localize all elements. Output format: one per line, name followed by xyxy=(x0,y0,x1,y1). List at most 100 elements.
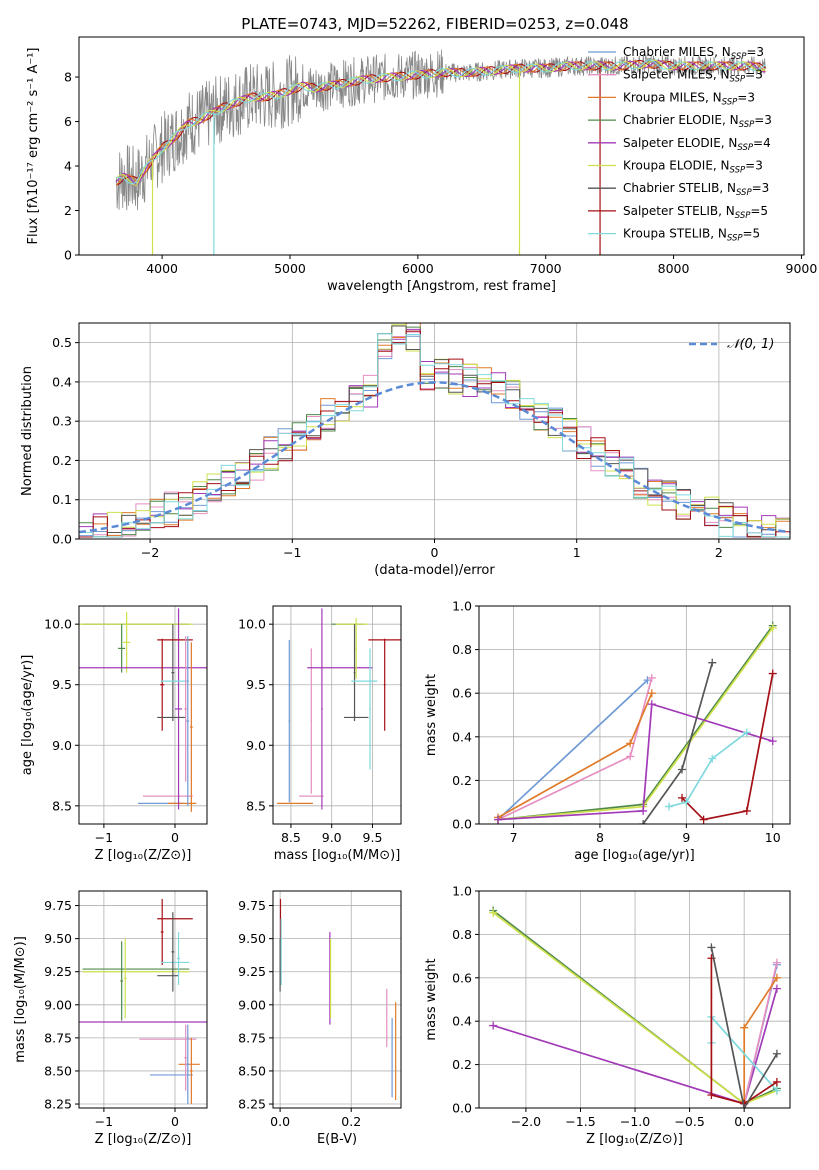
plus-marker xyxy=(768,623,777,632)
mass-vs-extinction-plot: 0.0 0.2 8.25 8.50 8.75 9.00 9.25 9.50 9.75 E(B-V) xyxy=(238,890,402,1147)
y-tick-label: 8.5 xyxy=(246,798,266,813)
legend-count: =3 xyxy=(745,68,763,82)
x-tick-label: −0.5 xyxy=(674,1114,704,1129)
legend-entry: Chabrier MILES, NSSP=3 xyxy=(623,45,764,62)
plus-marker xyxy=(772,1077,781,1086)
plus-marker xyxy=(740,1104,749,1108)
y-tick-label: 0.2 xyxy=(452,773,472,788)
plus-marker xyxy=(772,1049,781,1058)
legend-entry: Kroupa STELIB, NSSP=5 xyxy=(623,227,760,244)
series-line xyxy=(497,625,774,821)
y-tick-label: 8.25 xyxy=(238,1097,266,1112)
y-tick-label: 9.0 xyxy=(52,738,72,753)
y-tick-label: 9.75 xyxy=(238,898,266,913)
mass-weight-vs-age-plot: 7 8 9 10 0.0 0.2 0.4 0.6 0.8 1.0 age [log₁₀(age/yr… xyxy=(424,599,791,863)
plus-marker xyxy=(639,820,648,824)
plus-marker xyxy=(639,806,648,815)
axes-frame xyxy=(78,36,805,256)
residuals-histogram: −2 −1 0 1 2 0.0 0.1 0.2 0.3 0.4 0.5 (data-model)/er… xyxy=(20,322,791,578)
x-tick-label: 8 xyxy=(596,830,604,845)
grid-lines xyxy=(273,606,401,824)
y-tick-label: 0.4 xyxy=(452,1014,472,1029)
x-tick-label: −2 xyxy=(141,545,159,560)
plus-marker xyxy=(665,802,674,811)
plot-area xyxy=(79,323,790,538)
plus-marker xyxy=(707,943,716,952)
age-vs-mass-plot: 8.5 9.0 9.5 8.5 9.0 9.5 10.0 mass [log₁₀(M/M⊙)] xyxy=(238,605,402,863)
legend-subscript: SSP xyxy=(731,52,747,62)
x-tick-label: 0 xyxy=(431,545,439,560)
plot-area xyxy=(79,898,207,1105)
series-line xyxy=(710,958,778,1105)
plus-marker xyxy=(489,1021,498,1030)
legend-text: Chabrier MILES, N xyxy=(623,45,731,59)
legend-entry: Salpeter MILES, NSSP=3 xyxy=(623,68,763,85)
plus-marker xyxy=(647,673,656,682)
axes-frame xyxy=(78,605,208,825)
y-tick-label: 8.25 xyxy=(44,1097,72,1112)
y-tick-label: 0.3 xyxy=(52,414,72,429)
y-axis-label: Normed distribution xyxy=(20,366,35,496)
plus-marker xyxy=(708,658,717,667)
y-tick-label: 9.00 xyxy=(238,997,266,1012)
x-tick-label: 10 xyxy=(765,830,781,845)
x-axis-label: Z [log₁₀(Z/Z⊙)] xyxy=(586,1132,683,1147)
legend-subscript: SSP xyxy=(735,211,751,221)
x-tick-label: −1 xyxy=(283,545,301,560)
x-axis-label: (data-model)/error xyxy=(374,563,495,578)
y-tick-label: 0.2 xyxy=(52,453,72,468)
x-tick-label: 0.2 xyxy=(341,1114,361,1129)
y-tick-label: 10.0 xyxy=(44,617,72,632)
legend-count: =3 xyxy=(754,113,772,127)
y-tick-label: 8.75 xyxy=(238,1030,266,1045)
y-tick-label: 0.0 xyxy=(452,1101,472,1116)
plus-marker xyxy=(772,1086,781,1095)
axes-frame xyxy=(478,605,791,825)
x-axis-label: Z [log₁₀(Z/Z⊙)] xyxy=(95,1132,192,1147)
x-axis-label: age [log₁₀(age/yr)] xyxy=(574,848,695,863)
y-axis-label: mass [log₁₀(M/M⊙)] xyxy=(13,936,28,1063)
series-line xyxy=(710,947,778,1108)
plot-area xyxy=(277,608,401,810)
legend-subscript: SSP xyxy=(727,234,743,244)
legend-entry: Kroupa ELODIE, NSSP=3 xyxy=(623,159,763,176)
histogram-step-line xyxy=(79,333,790,538)
legend-count: =3 xyxy=(745,159,763,173)
mass-weight-vs-metallicity-plot: −2.0 −1.5 −1.0 −0.5 0.0 0.0 0.2 0.4 0.6 0.8 1.0 Z [… xyxy=(424,884,791,1147)
plus-marker xyxy=(772,984,781,993)
plus-marker xyxy=(643,676,652,685)
series-line xyxy=(668,731,748,808)
x-tick-label: 1 xyxy=(573,545,581,560)
y-axis-label: mass weight xyxy=(424,674,439,756)
plus-marker xyxy=(678,793,687,802)
y-tick-label: 1.0 xyxy=(452,884,472,899)
legend-text: Salpeter ELODIE, N xyxy=(623,136,737,150)
plus-marker xyxy=(682,798,691,807)
x-tick-label: 0.0 xyxy=(734,1114,754,1129)
x-tick-label: −1.5 xyxy=(565,1114,595,1129)
legend-subscript: SSP xyxy=(737,143,753,153)
normal-distribution-curve xyxy=(79,381,790,534)
y-tick-label: 0.6 xyxy=(452,686,472,701)
figure-title: PLATE=0743, MJD=52262, FIBERID=0253, z=0… xyxy=(241,15,628,33)
y-tick-label: 0.8 xyxy=(452,927,472,942)
y-tick-label: 9.75 xyxy=(44,898,72,913)
y-tick-label: 0.4 xyxy=(452,729,472,744)
legend-text: 𝒩(0, 1) xyxy=(727,337,774,352)
x-tick-label: 7000 xyxy=(530,261,562,276)
plus-marker xyxy=(626,752,635,761)
axes-frame xyxy=(272,605,402,825)
y-tick-label: 9.25 xyxy=(44,964,72,979)
legend-text: Kroupa STELIB, N xyxy=(623,227,727,241)
y-tick-label: 0.8 xyxy=(452,642,472,657)
x-axis-label: Z [log₁₀(Z/Z⊙)] xyxy=(95,848,192,863)
legend-subscript: SSP xyxy=(730,75,746,85)
plus-marker xyxy=(699,815,708,824)
legend-subscript: SSP xyxy=(736,188,752,198)
x-tick-label: 5000 xyxy=(274,261,306,276)
axes-frame xyxy=(78,890,208,1109)
legend-text: Kroupa ELODIE, N xyxy=(623,159,730,173)
spectrum-plot: 4000 5000 6000 7000 8000 9000 0 2 4 6 8 wavelength … xyxy=(26,36,817,294)
axes-frame xyxy=(478,890,791,1109)
y-tick-label: 9.0 xyxy=(246,738,266,753)
